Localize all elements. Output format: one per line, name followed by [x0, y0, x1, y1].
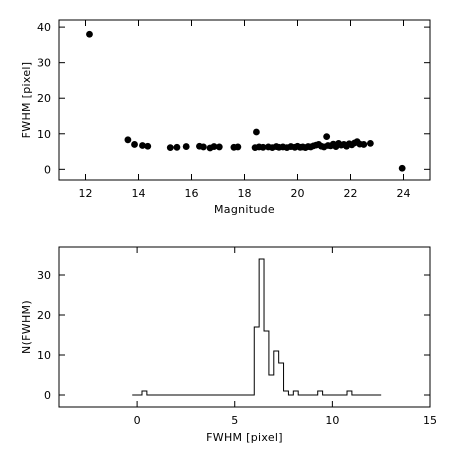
histogram-step-line [132, 258, 382, 396]
scatter-x-tick-label: 18 [238, 187, 252, 200]
scatter-point [200, 143, 207, 151]
scatter-x-axis-title: Magnitude [214, 203, 275, 216]
histogram-ticks: 0 5 10 15 0 10 20 30 [37, 247, 437, 427]
scatter-ticks: 12 14 16 18 20 22 24 0 10 20 30 40 [37, 20, 430, 200]
histogram-y-tick-label: 30 [37, 269, 51, 282]
scatter-y-tick-label: 40 [37, 21, 51, 34]
scatter-point [366, 139, 374, 147]
scatter-x-tick-label: 12 [79, 187, 93, 200]
scatter-point [182, 143, 190, 150]
histogram-frame [58, 246, 431, 408]
scatter-point [323, 133, 331, 141]
scatter-y-axis-title: FWHM [pixel] [20, 62, 33, 139]
scatter-x-tick-label: 16 [185, 187, 199, 200]
scatter-point [139, 142, 146, 149]
scatter-y-tick-label: 20 [37, 92, 51, 105]
scatter-point [173, 143, 181, 151]
scatter-point [210, 143, 218, 150]
scatter-y-tick-label: 10 [37, 128, 51, 141]
scatter-point [259, 143, 267, 151]
histogram-y-axis-title: N(FWHM) [20, 300, 33, 354]
histogram-x-tick-label: 0 [134, 414, 141, 427]
scatter-point [124, 136, 132, 144]
histogram-x-tick-label: 5 [231, 414, 238, 427]
scatter-x-tick-label: 14 [132, 187, 146, 200]
scatter-point [131, 141, 138, 148]
scatter-panel: 12 14 16 18 20 22 24 0 10 20 30 40 Magnitude FWHM [… [20, 19, 431, 216]
scatter-point [398, 164, 406, 172]
histogram-y-tick-label: 20 [37, 309, 51, 322]
histogram-x-axis-title: FWHM [pixel] [206, 431, 283, 444]
scatter-point [166, 144, 174, 152]
scatter-frame [58, 19, 431, 181]
scatter-point [215, 143, 223, 151]
scatter-x-tick-label: 24 [397, 187, 411, 200]
scatter-y-tick-label: 0 [44, 163, 51, 176]
scatter-point [360, 141, 368, 148]
scatter-point [234, 143, 242, 151]
histogram-panel: 0 5 10 15 0 10 20 30 FWHM [pixel] N(FWHM) [20, 246, 437, 444]
histogram-y-tick-label: 0 [44, 389, 51, 402]
scatter-point [253, 128, 260, 136]
histogram-x-tick-label: 15 [423, 414, 437, 427]
scatter-point [144, 142, 152, 150]
histogram-x-tick-label: 10 [325, 414, 339, 427]
scatter-point [86, 30, 93, 38]
scatter-points [86, 30, 406, 172]
histogram-y-tick-label: 10 [37, 349, 51, 362]
scatter-y-tick-label: 30 [37, 57, 51, 70]
scatter-x-tick-label: 22 [344, 187, 358, 200]
scatter-x-tick-label: 20 [291, 187, 305, 200]
